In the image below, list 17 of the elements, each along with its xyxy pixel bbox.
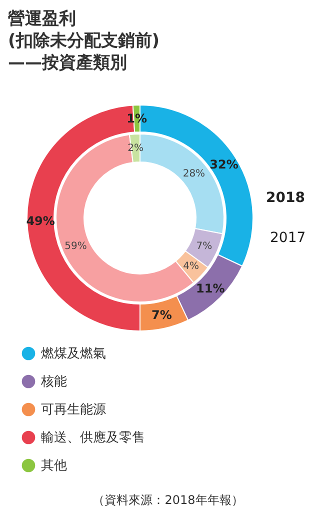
data-label: 59% bbox=[64, 240, 87, 252]
data-label: 4% bbox=[183, 260, 199, 272]
data-label: 11% bbox=[196, 281, 225, 296]
data-label: 7% bbox=[152, 308, 172, 322]
legend-label: 輸送、供應及零售 bbox=[41, 430, 145, 446]
text: （資料來源：2018年年報） bbox=[92, 493, 244, 507]
slice-label: 2017 bbox=[270, 230, 306, 246]
chart-title: 營運盈利 (扣除未分配支銷前) ——按資產類別 bbox=[8, 9, 160, 73]
data-label: 1% bbox=[126, 112, 148, 126]
data-label: 28% bbox=[182, 168, 206, 180]
data-label: 7% bbox=[196, 240, 212, 252]
slice-label: 2018 bbox=[266, 190, 305, 206]
legend-label: 核能 bbox=[40, 374, 67, 390]
data-label: 32% bbox=[210, 158, 238, 172]
legend-label: 其他 bbox=[41, 458, 67, 474]
legend-label: 可再生能源 bbox=[41, 402, 106, 418]
legend-label: 燃煤及燃氣 bbox=[41, 346, 106, 362]
